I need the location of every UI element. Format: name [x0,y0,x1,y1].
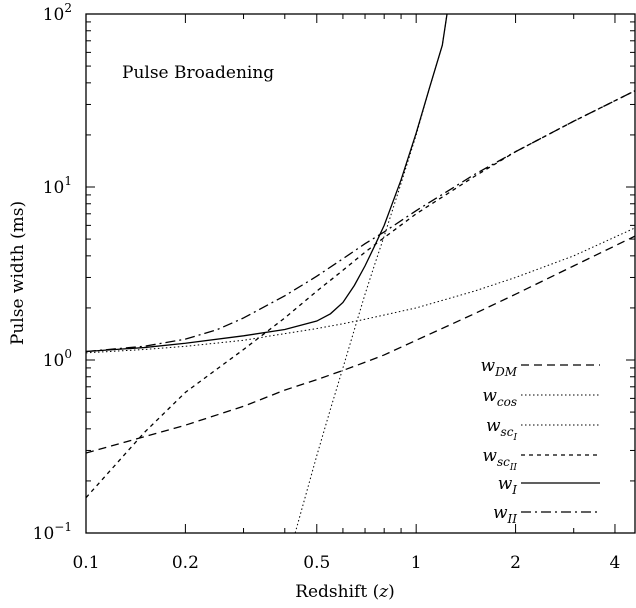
legend-item-w-scii: wscII [482,446,600,473]
x-tick-label: 4 [610,553,621,573]
series-line-w-ii [86,90,636,353]
y-tick-label: 102 [43,1,72,25]
legend-label: wDM [481,356,518,379]
series-line-w-cos [86,227,636,354]
legend-label: wscI [486,416,517,443]
legend-label: wI [498,474,518,497]
y-tick-label: 101 [43,174,72,198]
x-tick-label: 1 [411,553,422,573]
x-tick-label: 2 [510,553,521,573]
legend-item-w-i: wI [498,474,600,497]
legend-label: wII [493,503,517,526]
y-tick-label: 100 [43,347,72,371]
y-axis-title: Pulse width (ms) [8,201,28,345]
series-line-w-i [86,14,448,353]
series-line-w-sci [294,14,448,533]
chart-series-group [86,14,636,533]
axis-ticks [85,13,635,534]
legend-label: wcos [482,386,517,409]
series-line-w-scii [86,90,636,499]
x-axis-tick-labels: 0.1 0.2 0.5 1 2 4 [72,553,620,573]
x-axis-title: Redshift (z) [295,582,395,602]
legend-item-w-dm: wDM [481,356,600,379]
annotation-pulse-broadening: Pulse Broadening [122,63,274,83]
legend-label: wscII [482,446,517,473]
x-tick-label: 0.5 [303,553,330,573]
legend-item-w-sci: wscI [486,416,600,443]
x-tick-label: 0.1 [72,553,99,573]
legend-item-w-ii: wII [493,503,600,526]
y-axis-tick-labels: 10−1 100 101 102 [33,1,72,544]
legend-item-w-cos: wcos [482,386,600,409]
y-tick-label: 10−1 [33,520,72,544]
plot-frame [85,13,636,534]
x-tick-label: 0.2 [172,553,199,573]
